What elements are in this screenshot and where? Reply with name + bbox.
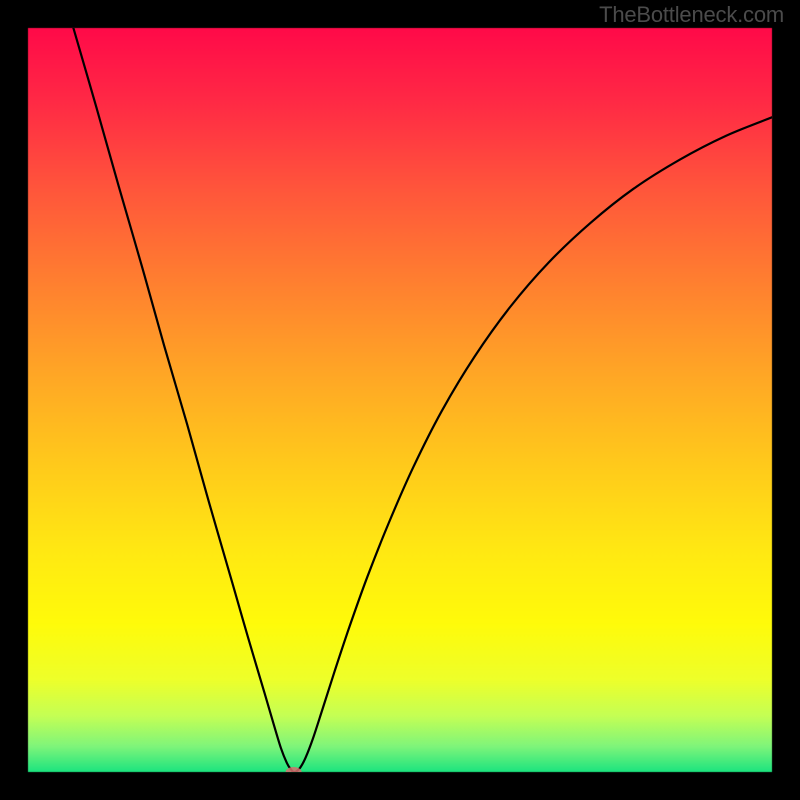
chart-root: TheBottleneck.com xyxy=(0,0,800,800)
watermark-text: TheBottleneck.com xyxy=(599,2,784,28)
gradient-background xyxy=(0,0,800,800)
